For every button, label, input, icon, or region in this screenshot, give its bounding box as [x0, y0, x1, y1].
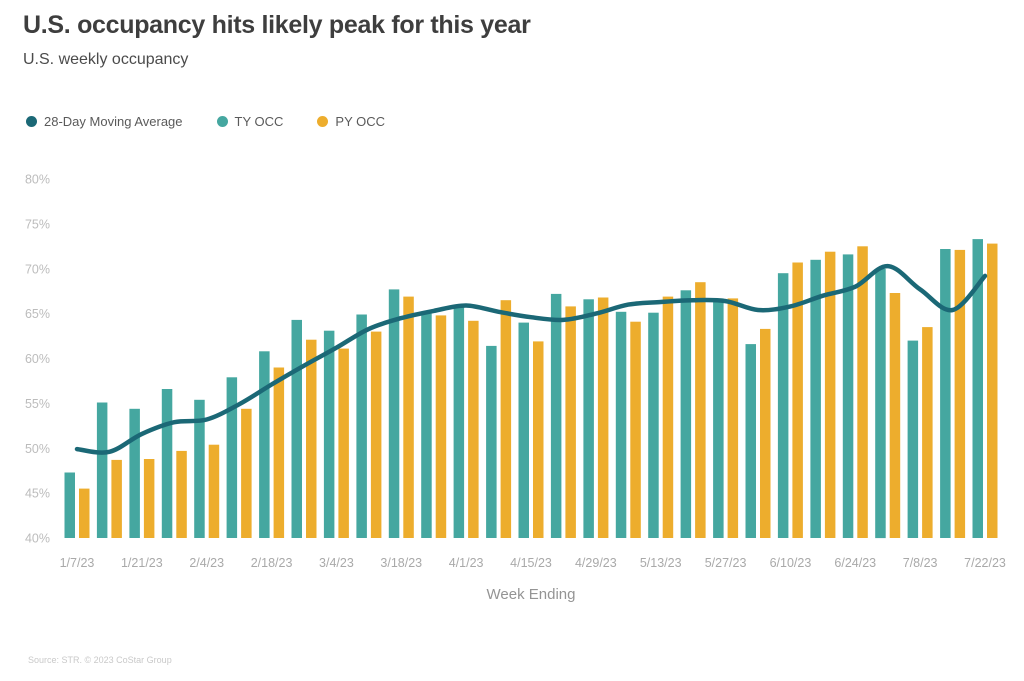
bar-ty-occ-7/15/23	[940, 249, 951, 538]
bar-ty-occ-5/27/23	[713, 298, 724, 538]
y-axis-tick-label: 45%	[25, 487, 50, 501]
bar-py-occ-3/25/23	[435, 315, 447, 538]
x-axis-tick-label: 4/29/23	[575, 556, 617, 570]
bar-ty-occ-2/11/23	[226, 377, 238, 538]
bar-py-occ-5/20/23	[695, 282, 706, 538]
bar-py-occ-7/8/23	[922, 327, 933, 538]
bar-ty-occ-4/22/23	[550, 293, 562, 538]
bar-py-occ-6/24/23	[857, 246, 868, 539]
bar-py-occ-4/22/23	[565, 306, 576, 538]
bar-py-occ-1/28/23	[176, 450, 187, 538]
bar-ty-occ-1/7/23	[64, 472, 75, 538]
bar-ty-occ-4/1/23	[453, 304, 465, 538]
bar-ty-occ-3/4/23	[323, 330, 335, 538]
x-axis-tick-label: 6/24/23	[834, 556, 876, 570]
legend-label: PY OCC	[335, 114, 386, 129]
y-axis-tick-label: 50%	[25, 442, 50, 456]
legend-label: TY OCC	[234, 114, 284, 129]
ty-occ-dot-icon	[216, 116, 228, 127]
py-occ-dot-icon	[317, 116, 329, 127]
bar-ty-occ-3/18/23	[388, 289, 400, 538]
y-axis-tick-label: 65%	[25, 307, 50, 321]
legend-item-ty-occ: TY OCC	[216, 114, 284, 129]
bar-ty-occ-2/18/23	[259, 351, 270, 538]
bar-ty-occ-3/11/23	[356, 314, 367, 538]
x-axis-tick-label: 3/4/23	[319, 556, 354, 570]
x-axis-tick-label: 7/8/23	[903, 556, 938, 570]
bar-ty-occ-1/28/23	[161, 389, 173, 538]
bar-ty-occ-4/29/23	[583, 299, 594, 538]
bar-py-occ-1/21/23	[143, 459, 155, 538]
x-axis-tick-label: 2/18/23	[251, 556, 293, 570]
bar-py-occ-2/4/23	[208, 444, 220, 538]
bar-py-occ-5/27/23	[727, 298, 739, 538]
legend-item-py-occ: PY OCC	[317, 114, 385, 129]
y-axis-tick-label: 80%	[25, 173, 50, 187]
bar-py-occ-3/4/23	[338, 348, 349, 538]
bar-py-occ-4/1/23	[468, 320, 479, 538]
bar-ty-occ-6/10/23	[777, 273, 789, 538]
bar-py-occ-2/25/23	[306, 339, 317, 538]
bar-ty-occ-7/22/23	[972, 239, 983, 538]
x-axis-tick-label: 7/22/23	[964, 556, 1006, 570]
legend-label: 28-Day Moving Average	[44, 114, 183, 129]
bar-ty-occ-3/25/23	[421, 313, 432, 538]
bar-py-occ-6/17/23	[824, 251, 836, 538]
x-axis-tick-label: 6/10/23	[770, 556, 812, 570]
y-axis-tick-label: 60%	[25, 352, 50, 366]
bar-ty-occ-6/3/23	[745, 344, 756, 538]
y-axis-tick-label: 70%	[25, 262, 50, 276]
bar-ty-occ-7/1/23	[875, 268, 886, 539]
bar-py-occ-4/8/23	[500, 300, 512, 538]
y-axis-tick-label: 40%	[25, 532, 50, 546]
legend: 28-Day Moving Average TY OCC PY OCC	[26, 114, 385, 129]
x-axis-tick-label: 4/1/23	[449, 556, 484, 570]
bar-py-occ-7/1/23	[889, 293, 901, 538]
bar-py-occ-2/11/23	[241, 408, 252, 538]
bar-py-occ-6/3/23	[760, 328, 771, 538]
bar-ty-occ-2/25/23	[291, 319, 302, 538]
bar-py-occ-5/6/23	[630, 321, 641, 538]
x-axis-title: Week Ending	[486, 586, 576, 603]
x-axis-tick-label: 5/27/23	[705, 556, 747, 570]
bar-ty-occ-6/24/23	[842, 254, 854, 538]
bar-py-occ-1/14/23	[111, 459, 122, 538]
bar-py-occ-4/15/23	[533, 341, 544, 538]
x-axis-tick-label: 1/7/23	[60, 556, 95, 570]
bar-ty-occ-1/14/23	[96, 402, 108, 538]
bar-ty-occ-5/13/23	[648, 312, 659, 538]
bar-py-occ-3/11/23	[370, 331, 382, 538]
bar-py-occ-7/22/23	[987, 243, 998, 538]
bar-ty-occ-2/4/23	[194, 399, 205, 538]
chart-subtitle: U.S. weekly occupancy	[23, 51, 189, 68]
bar-ty-occ-4/15/23	[518, 322, 529, 538]
bar-py-occ-6/10/23	[792, 262, 803, 538]
bar-ty-occ-5/6/23	[615, 311, 627, 538]
x-axis-tick-label: 2/4/23	[189, 556, 224, 570]
bar-py-occ-4/29/23	[597, 297, 609, 538]
legend-item-moving-average: 28-Day Moving Average	[26, 114, 183, 129]
bar-py-occ-7/15/23	[954, 249, 966, 538]
y-axis-tick-label: 75%	[25, 217, 50, 231]
moving-average-dot-icon	[26, 116, 37, 127]
bar-py-occ-2/18/23	[273, 367, 285, 538]
source-note: Source: STR. © 2023 CoStar Group	[28, 655, 172, 665]
bar-ty-occ-6/17/23	[810, 259, 821, 538]
bar-ty-occ-4/8/23	[486, 345, 497, 538]
bar-py-occ-1/7/23	[79, 488, 90, 538]
chart-title: U.S. occupancy hits likely peak for this…	[23, 11, 531, 39]
x-axis-tick-label: 4/15/23	[510, 556, 552, 570]
bar-ty-occ-1/21/23	[129, 408, 140, 538]
y-axis-tick-label: 55%	[25, 397, 50, 411]
moving-average-line	[74, 263, 988, 455]
bar-ty-occ-5/20/23	[680, 290, 692, 538]
bar-py-occ-3/18/23	[403, 296, 414, 538]
bar-ty-occ-7/8/23	[907, 340, 919, 538]
x-axis-tick-label: 3/18/23	[380, 556, 422, 570]
x-axis-tick-label: 1/21/23	[121, 556, 163, 570]
x-axis-tick-label: 5/13/23	[640, 556, 682, 570]
bar-py-occ-5/13/23	[662, 296, 674, 538]
